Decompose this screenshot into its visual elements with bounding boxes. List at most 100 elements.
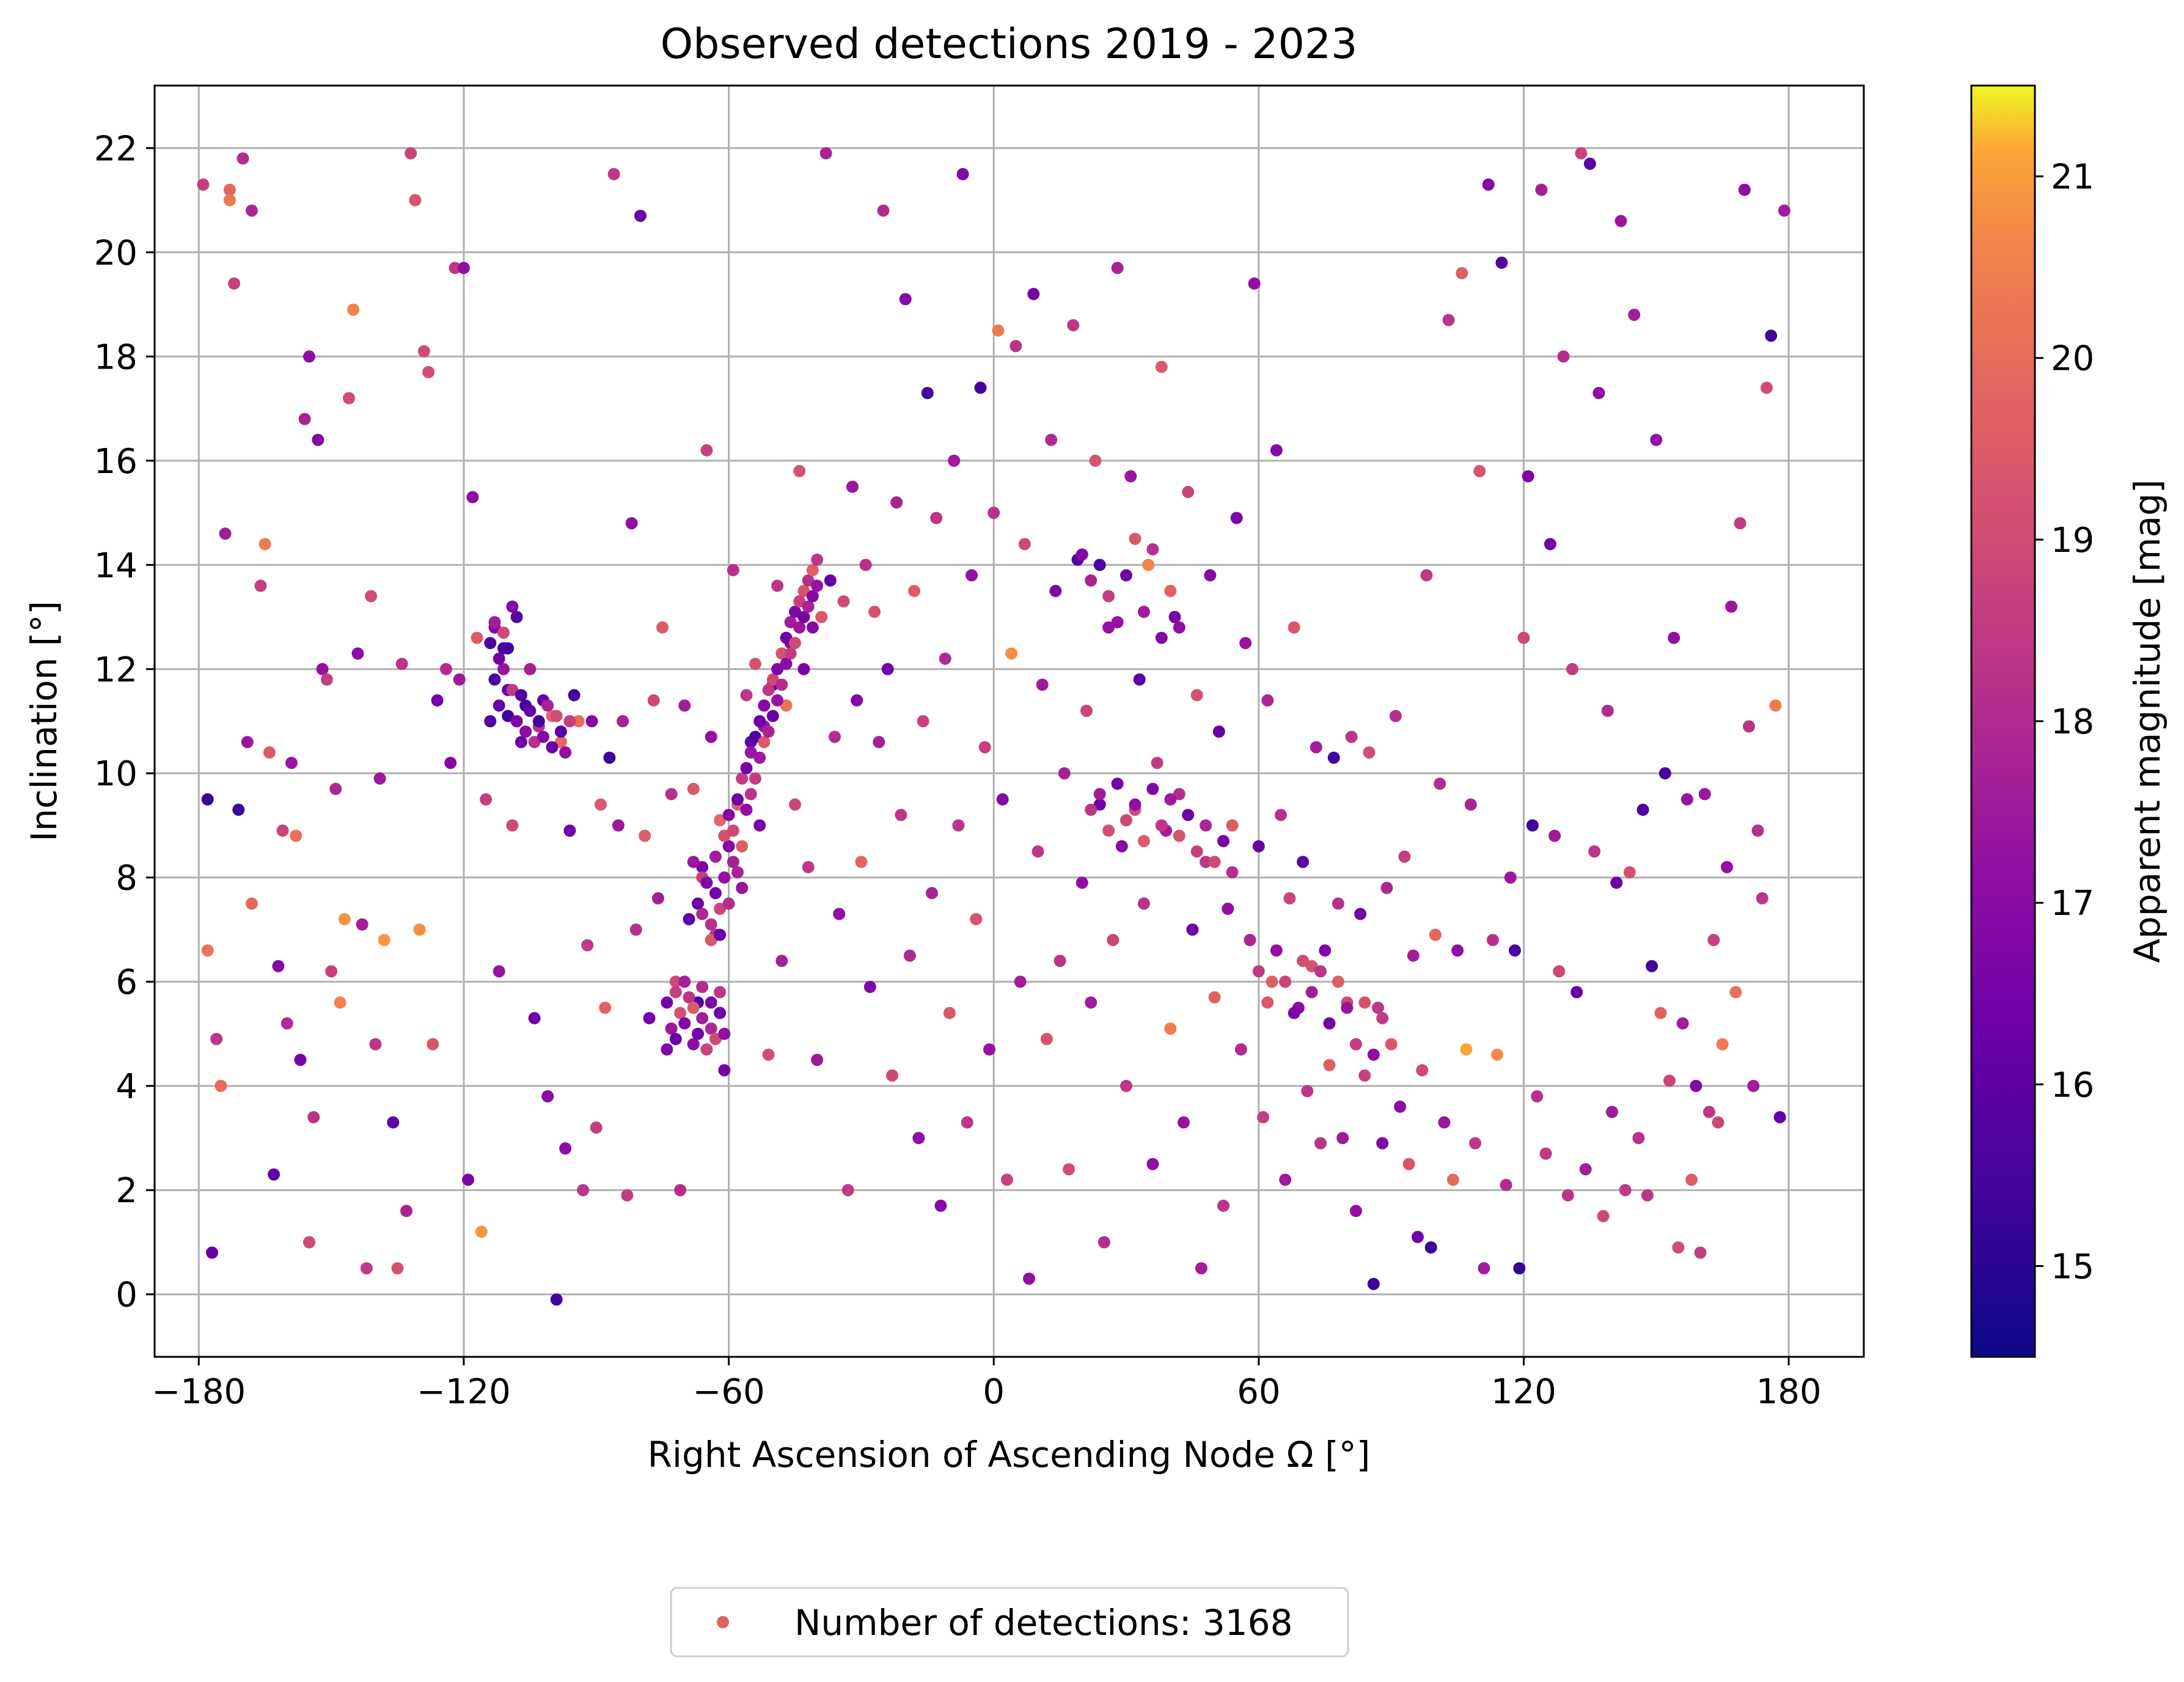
scatter-point (559, 1142, 572, 1155)
y-tick-label: 6 (115, 963, 137, 1002)
scatter-point (873, 736, 885, 749)
scatter-point (651, 892, 664, 905)
scatter-point (934, 1199, 947, 1212)
scatter-point (1146, 782, 1159, 795)
scatter-point (700, 876, 713, 889)
scatter-point (1588, 845, 1601, 858)
x-tick-label: −180 (152, 1372, 246, 1412)
scatter-point (1217, 835, 1229, 848)
scatter-point (338, 913, 351, 925)
scatter-point (524, 705, 537, 717)
scatter-point (1548, 829, 1561, 842)
scatter-point (851, 694, 863, 707)
scatter-point (1305, 960, 1318, 972)
scatter-point (365, 590, 378, 603)
scatter-point (1283, 892, 1296, 905)
scatter-point (1155, 631, 1168, 644)
scatter-point (1102, 590, 1115, 603)
scatter-point (515, 689, 527, 702)
scatter-point (1023, 1273, 1035, 1285)
y-tick-label: 10 (94, 754, 137, 794)
scatter-point (1646, 960, 1658, 972)
scatter-point (718, 1027, 731, 1040)
scatter-point (656, 621, 669, 634)
scatter-point (1297, 955, 1310, 968)
scatter-point (449, 262, 461, 274)
scatter-point (197, 178, 210, 191)
scatter-point (1566, 663, 1578, 675)
scatter-point (1553, 965, 1566, 978)
scatter-point (1522, 470, 1534, 483)
scatter-point (802, 600, 815, 613)
scatter-point (709, 887, 722, 900)
scatter-point (718, 871, 731, 884)
scatter-point (1200, 856, 1212, 869)
scatter-point (1376, 1137, 1389, 1150)
scatter-point (669, 1033, 682, 1045)
scatter-point (427, 1038, 439, 1051)
scatter-point (1539, 1147, 1552, 1160)
colorbar-tick-label: 20 (2051, 339, 2094, 379)
scatter-point (1513, 1262, 1526, 1275)
scatter-point (793, 595, 806, 608)
scatter-point (1372, 1001, 1384, 1014)
scatter-point (1429, 928, 1442, 941)
scatter-point (1248, 277, 1261, 290)
scatter-point (488, 616, 501, 628)
scatter-point (1751, 824, 1764, 837)
scatter-point (692, 1027, 704, 1040)
scatter-point (506, 683, 519, 696)
scatter-point (294, 1054, 307, 1067)
scatter-point (829, 730, 841, 743)
scatter-point (736, 840, 749, 853)
scatter-point (1557, 350, 1570, 363)
scatter-point (784, 616, 797, 628)
scatter-point (714, 928, 727, 941)
scatter-point (1178, 1116, 1190, 1129)
scatter-point (705, 996, 717, 1009)
scatter-point (793, 465, 806, 477)
scatter-point (802, 861, 815, 873)
scatter-point (1424, 1241, 1437, 1254)
scatter-point (762, 683, 775, 696)
scatter-point (1275, 809, 1287, 821)
scatter-point (1636, 803, 1649, 816)
scatter-point (806, 564, 819, 576)
scatter-point (1332, 975, 1344, 988)
scatter-point (722, 840, 735, 853)
scatter-point (1504, 871, 1517, 884)
scatter-point (863, 980, 876, 993)
scatter-point (877, 204, 890, 217)
scatter-point (519, 725, 532, 738)
scatter-point (744, 788, 757, 801)
scatter-point (740, 762, 753, 774)
scatter-point (1738, 183, 1751, 196)
scatter-point (1146, 1158, 1159, 1170)
scatter-point (577, 1184, 590, 1197)
scatter-point (1756, 892, 1768, 905)
scatter-point (298, 413, 311, 425)
legend-label: Number of detections: 3168 (794, 1602, 1292, 1643)
scatter-point (1641, 1189, 1654, 1202)
scatter-point (528, 1012, 541, 1024)
scatter-point (753, 819, 766, 832)
scatter-point (943, 1007, 956, 1019)
colorbar-tick-label: 21 (2051, 158, 2094, 197)
scatter-point (541, 1090, 554, 1103)
scatter-point (687, 1001, 700, 1014)
scatter-point (621, 1189, 634, 1202)
scatter-point (431, 694, 444, 707)
scatter-point (912, 1132, 925, 1144)
scatter-point (749, 730, 761, 743)
scatter-point (886, 1069, 898, 1082)
scatter-point (647, 694, 660, 707)
scatter-point (1575, 147, 1588, 160)
scatter-point (440, 663, 452, 675)
scatter-point (775, 678, 788, 691)
scatter-point (722, 897, 735, 910)
scatter-point (1151, 757, 1163, 769)
scatter-point (917, 715, 929, 727)
scatter-point (1204, 569, 1217, 582)
scatter-point (683, 913, 695, 925)
scatter-point (502, 710, 515, 722)
